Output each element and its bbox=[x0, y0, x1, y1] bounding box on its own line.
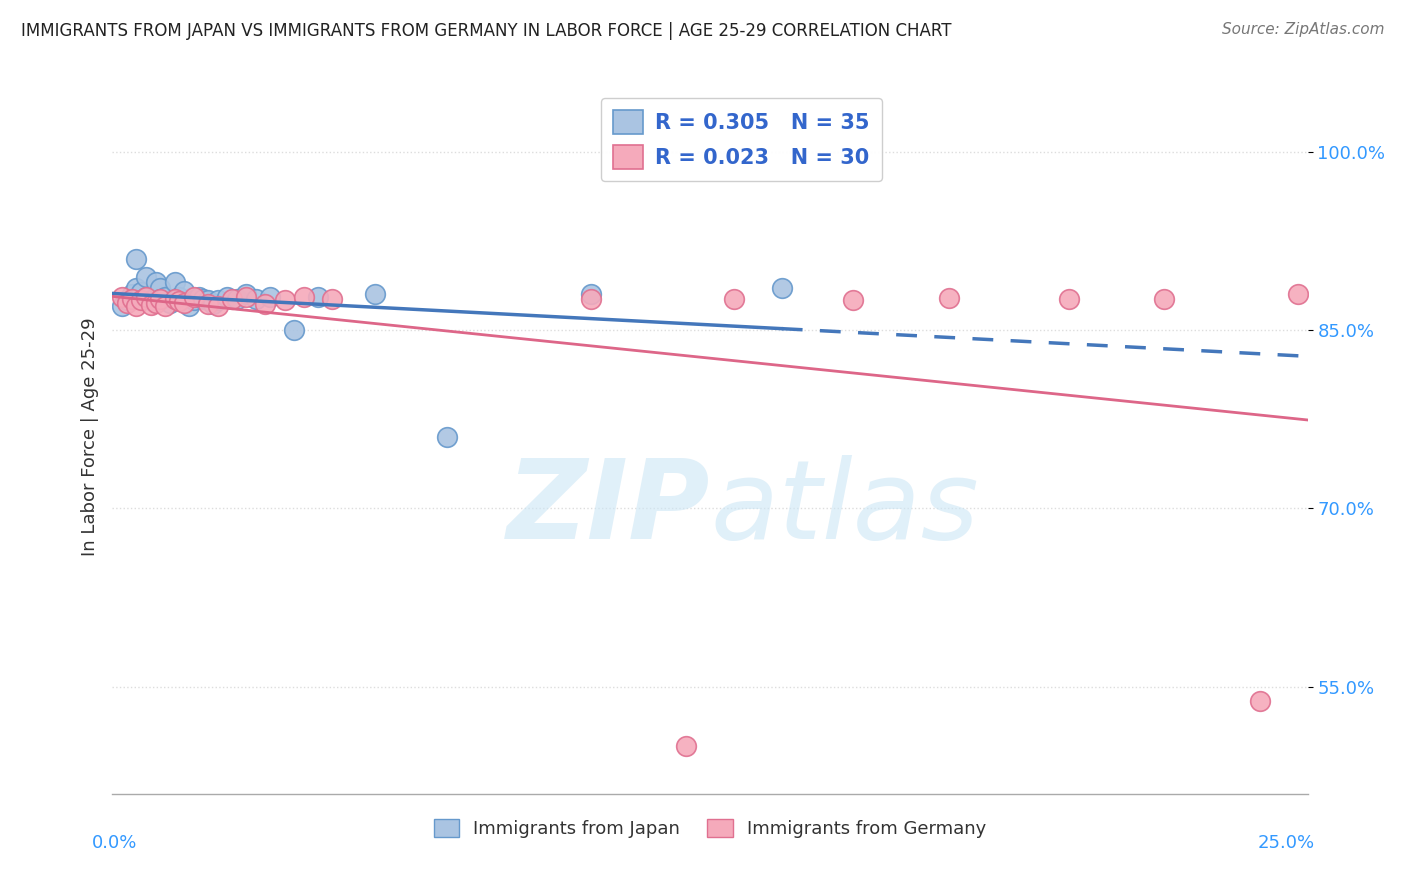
Point bbox=[115, 293, 138, 308]
Point bbox=[149, 292, 172, 306]
Point bbox=[207, 293, 229, 308]
Point bbox=[187, 290, 209, 304]
Point bbox=[579, 292, 602, 306]
Point bbox=[254, 297, 277, 311]
Text: ZIP: ZIP bbox=[506, 455, 710, 562]
Point bbox=[842, 293, 865, 308]
Point bbox=[125, 281, 148, 295]
Point bbox=[169, 294, 191, 309]
Point bbox=[173, 295, 195, 310]
Point bbox=[1057, 292, 1080, 306]
Point bbox=[221, 292, 243, 306]
Point bbox=[283, 323, 305, 337]
Y-axis label: In Labor Force | Age 25-29: In Labor Force | Age 25-29 bbox=[80, 318, 98, 557]
Point bbox=[225, 292, 247, 306]
Point bbox=[197, 293, 219, 308]
Point bbox=[159, 295, 181, 310]
Point bbox=[125, 299, 148, 313]
Point bbox=[135, 269, 157, 284]
Point bbox=[770, 281, 793, 295]
Point bbox=[259, 290, 281, 304]
Point bbox=[217, 290, 239, 304]
Point bbox=[207, 299, 229, 313]
Point bbox=[121, 292, 143, 306]
Point bbox=[139, 293, 162, 308]
Point bbox=[135, 290, 157, 304]
Text: IMMIGRANTS FROM JAPAN VS IMMIGRANTS FROM GERMANY IN LABOR FORCE | AGE 25-29 CORR: IMMIGRANTS FROM JAPAN VS IMMIGRANTS FROM… bbox=[21, 22, 952, 40]
Point bbox=[245, 292, 267, 306]
Point bbox=[364, 287, 387, 301]
Point bbox=[129, 293, 152, 308]
Point bbox=[129, 285, 152, 299]
Point bbox=[115, 295, 138, 310]
Point bbox=[1249, 694, 1271, 708]
Point bbox=[235, 287, 257, 301]
Point bbox=[321, 292, 343, 306]
Text: 0.0%: 0.0% bbox=[91, 834, 136, 852]
Point bbox=[153, 299, 176, 313]
Point bbox=[579, 287, 602, 301]
Point bbox=[163, 276, 186, 290]
Point bbox=[149, 281, 172, 295]
Text: Source: ZipAtlas.com: Source: ZipAtlas.com bbox=[1222, 22, 1385, 37]
Text: 25.0%: 25.0% bbox=[1257, 834, 1315, 852]
Point bbox=[173, 284, 195, 298]
Point bbox=[135, 290, 157, 304]
Point bbox=[436, 430, 458, 444]
Legend: Immigrants from Japan, Immigrants from Germany: Immigrants from Japan, Immigrants from G… bbox=[426, 812, 994, 846]
Point bbox=[125, 252, 148, 266]
Point bbox=[163, 292, 186, 306]
Point bbox=[723, 292, 745, 306]
Point bbox=[193, 292, 215, 306]
Point bbox=[149, 292, 172, 306]
Point bbox=[139, 298, 162, 312]
Point bbox=[145, 276, 167, 290]
Point bbox=[292, 290, 315, 304]
Point bbox=[169, 290, 191, 304]
Point bbox=[197, 297, 219, 311]
Point bbox=[307, 290, 329, 304]
Point bbox=[111, 290, 134, 304]
Point bbox=[273, 293, 295, 308]
Point bbox=[145, 295, 167, 310]
Point bbox=[153, 290, 176, 304]
Point bbox=[1153, 292, 1175, 306]
Point bbox=[938, 291, 960, 305]
Text: atlas: atlas bbox=[710, 455, 979, 562]
Point bbox=[183, 290, 205, 304]
Point bbox=[235, 290, 257, 304]
Point bbox=[121, 287, 143, 301]
Point bbox=[1286, 287, 1309, 301]
Point bbox=[183, 293, 205, 308]
Point bbox=[111, 299, 134, 313]
Point bbox=[177, 299, 200, 313]
Point bbox=[201, 297, 224, 311]
Point bbox=[675, 739, 697, 754]
